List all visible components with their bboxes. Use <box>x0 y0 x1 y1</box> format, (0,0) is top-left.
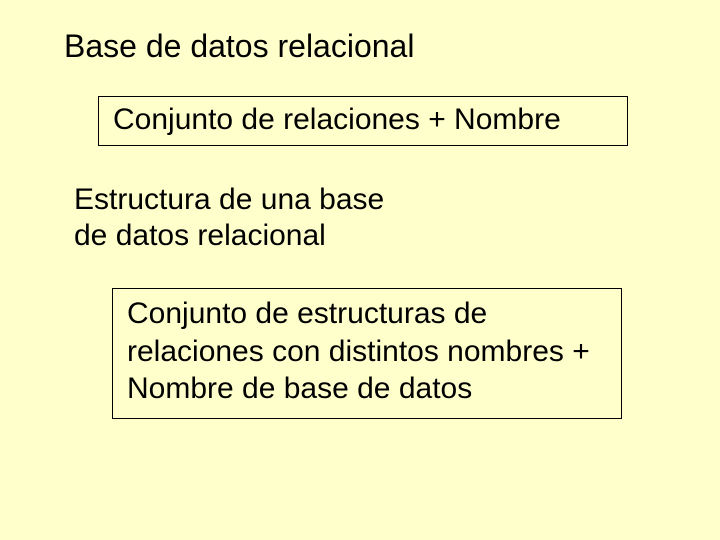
subtitle-heading: Estructura de una base de datos relacion… <box>74 182 384 254</box>
title-heading: Base de datos relacional <box>64 28 414 65</box>
subtitle-line1: Estructura de una base <box>74 183 384 216</box>
subtitle-line2: de datos relacional <box>74 219 326 252</box>
definition-box-2: Conjunto de estructuras de relaciones co… <box>112 288 622 419</box>
definition-box-1: Conjunto de relaciones + Nombre <box>98 96 628 146</box>
